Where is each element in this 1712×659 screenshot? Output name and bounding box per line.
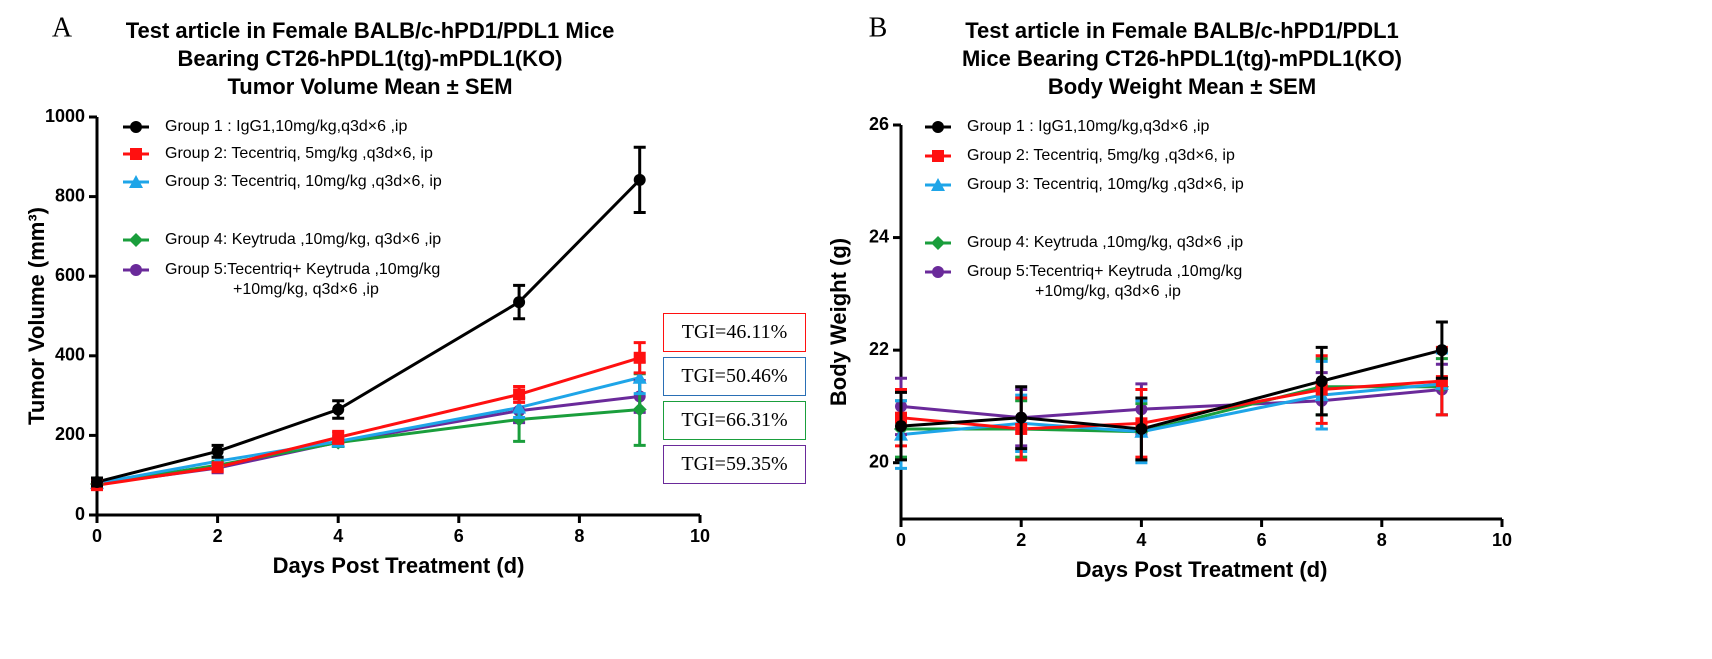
y-tick-label: 1000 xyxy=(45,106,85,126)
marker xyxy=(211,445,224,458)
marker xyxy=(1315,375,1328,388)
marker xyxy=(332,403,345,416)
x-tick-label: 2 xyxy=(213,526,223,546)
marker xyxy=(633,351,646,364)
y-tick-label: 400 xyxy=(55,345,85,365)
marker xyxy=(931,236,945,250)
x-axis-label: Days Post Treatment (d) xyxy=(1076,557,1328,582)
y-tick-label: 0 xyxy=(75,504,85,524)
legend-label: Group 5:Tecentriq+ Keytruda ,10mg/kg +10m… xyxy=(967,263,1243,300)
chart-title: Test article in Female BALB/c-hPD1/PDL1 xyxy=(965,18,1399,43)
y-tick-label: 200 xyxy=(55,424,85,444)
marker xyxy=(332,431,345,444)
marker xyxy=(512,412,527,427)
y-tick-label: 20 xyxy=(869,451,889,471)
annotation: TGI=46.11% xyxy=(663,313,806,352)
legend-label: Group 2: Tecentriq, 5mg/kg ,q3d×6, ip xyxy=(967,147,1235,164)
y-axis-label: Tumor Volume (mm³) xyxy=(24,207,49,425)
x-tick-label: 8 xyxy=(574,526,584,546)
panel-label: A xyxy=(52,12,73,43)
y-axis-label: Body Weight (g) xyxy=(826,238,851,406)
x-tick-label: 10 xyxy=(690,526,710,546)
y-tick-label: 600 xyxy=(55,265,85,285)
y-tick-label: 26 xyxy=(869,114,889,134)
legend-label: Group 3: Tecentriq, 10mg/kg ,q3d×6, ip xyxy=(967,176,1244,193)
legend-label: Group 4: Keytruda ,10mg/kg, q3d×6 ,ip xyxy=(967,234,1244,251)
chart-title: Tumor Volume Mean ± SEM xyxy=(227,74,512,99)
marker xyxy=(211,461,224,474)
y-tick-label: 24 xyxy=(869,226,889,246)
marker xyxy=(932,121,944,133)
x-tick-label: 10 xyxy=(1492,530,1512,550)
marker xyxy=(130,264,142,276)
x-axis-label: Days Post Treatment (d) xyxy=(273,553,525,578)
chart-title: Body Weight Mean ± SEM xyxy=(1048,74,1316,99)
legend-label: Group 2: Tecentriq, 5mg/kg ,q3d×6, ip xyxy=(165,145,433,162)
y-tick-label: 800 xyxy=(55,185,85,205)
marker xyxy=(632,370,647,384)
x-tick-label: 4 xyxy=(1136,530,1146,550)
x-tick-label: 4 xyxy=(333,526,343,546)
x-tick-label: 8 xyxy=(1377,530,1387,550)
marker xyxy=(513,296,526,309)
marker xyxy=(932,150,944,162)
y-tick-label: 22 xyxy=(869,339,889,359)
marker xyxy=(129,233,143,247)
marker xyxy=(512,400,527,414)
marker xyxy=(932,266,944,278)
marker xyxy=(895,420,907,433)
marker xyxy=(130,148,142,160)
legend-label: Group 4: Keytruda ,10mg/kg, q3d×6 ,ip xyxy=(165,231,442,248)
legend-label: Group 1 : IgG1,10mg/kg,q3d×6 ,ip xyxy=(165,118,408,135)
x-tick-label: 2 xyxy=(1016,530,1026,550)
panel-label: B xyxy=(869,12,888,43)
x-tick-label: 0 xyxy=(92,526,102,546)
marker xyxy=(632,402,647,417)
chart-title: Test article in Female BALB/c-hPD1/PDL1 … xyxy=(126,18,615,43)
series-line xyxy=(900,388,1443,420)
x-tick-label: 6 xyxy=(454,526,464,546)
marker xyxy=(513,388,526,401)
chart-title: Bearing CT26-hPDL1(tg)-mPDL1(KO) xyxy=(177,46,562,71)
x-tick-label: 0 xyxy=(896,530,906,550)
marker xyxy=(1135,422,1148,435)
marker xyxy=(91,475,103,488)
marker xyxy=(129,175,143,188)
annotation: TGI=50.46% xyxy=(663,357,806,396)
series-line xyxy=(96,356,641,487)
x-tick-label: 6 xyxy=(1257,530,1267,550)
legend-label: Group 5:Tecentriq+ Keytruda ,10mg/kg +10m… xyxy=(165,261,441,298)
marker xyxy=(130,121,142,133)
marker xyxy=(1435,344,1448,357)
legend-label: Group 1 : IgG1,10mg/kg,q3d×6 ,ip xyxy=(967,118,1210,135)
annotation: TGI=59.35% xyxy=(663,445,806,484)
marker xyxy=(633,173,646,186)
chart-title: Mice Bearing CT26-hPDL1(tg)-mPDL1(KO) xyxy=(962,46,1402,71)
marker xyxy=(931,178,945,191)
legend-label: Group 3: Tecentriq, 10mg/kg ,q3d×6, ip xyxy=(165,173,442,190)
annotation: TGI=66.31% xyxy=(663,401,806,440)
marker xyxy=(1015,411,1028,424)
